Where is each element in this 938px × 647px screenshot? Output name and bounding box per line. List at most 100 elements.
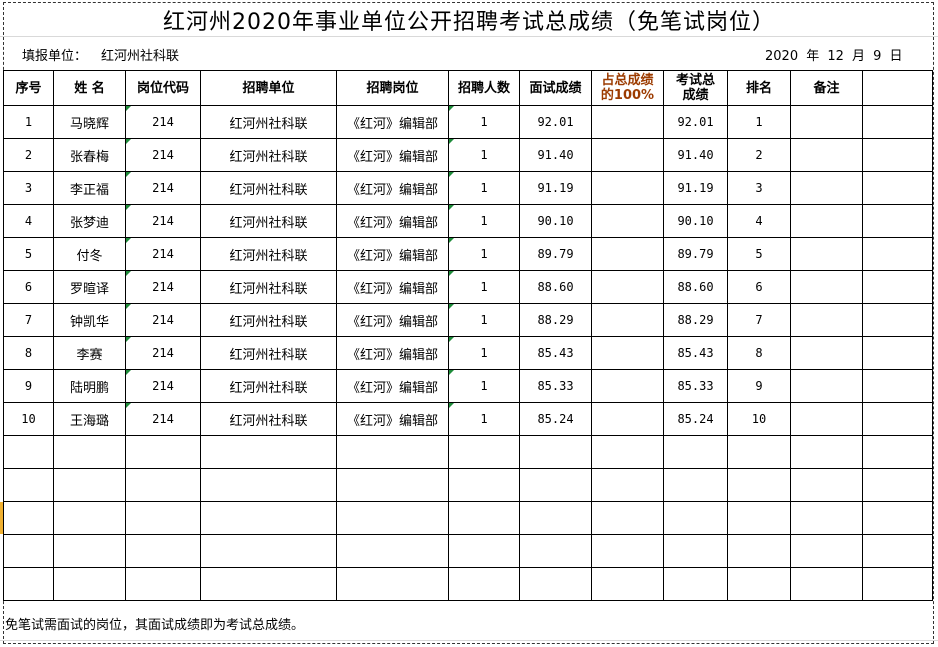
cell-interview[interactable]: 90.10 <box>519 204 592 238</box>
empty-cell[interactable] <box>336 468 449 502</box>
empty-cell[interactable] <box>125 468 201 502</box>
cell-rank[interactable]: 10 <box>727 402 791 436</box>
cell-count[interactable]: 1 <box>448 336 520 370</box>
cell-interview[interactable]: 89.79 <box>519 237 592 271</box>
page-title[interactable]: 红河州2020年事业单位公开招聘考试总成绩（免笔试岗位） <box>163 10 775 35</box>
empty-cell[interactable] <box>591 534 664 568</box>
cell-seq[interactable]: 4 <box>3 204 54 238</box>
empty-cell[interactable] <box>53 501 126 535</box>
cell-name[interactable]: 马晓辉 <box>53 105 126 139</box>
empty-cell[interactable] <box>663 534 728 568</box>
cell-ratio[interactable] <box>591 369 664 403</box>
header-unit[interactable]: 招聘单位 <box>200 70 337 106</box>
cell-post-code[interactable]: 214 <box>125 237 201 271</box>
header-total[interactable]: 考试总成绩 <box>663 70 728 106</box>
empty-cell[interactable] <box>790 468 863 502</box>
empty-cell[interactable] <box>519 567 592 601</box>
cell-name[interactable]: 陆明鹏 <box>53 369 126 403</box>
empty-cell[interactable] <box>727 534 791 568</box>
empty-cell[interactable] <box>663 468 728 502</box>
cell-total[interactable]: 85.43 <box>663 336 728 370</box>
empty-cell[interactable] <box>125 435 201 469</box>
empty-cell[interactable] <box>448 501 520 535</box>
cell-unit[interactable]: 红河州社科联 <box>200 237 337 271</box>
cell-seq[interactable]: 6 <box>3 270 54 304</box>
cell-total[interactable]: 88.60 <box>663 270 728 304</box>
empty-cell[interactable] <box>790 435 863 469</box>
cell-seq[interactable]: 5 <box>3 237 54 271</box>
cell-seq[interactable]: 3 <box>3 171 54 205</box>
cell-count[interactable]: 1 <box>448 270 520 304</box>
cell-total[interactable]: 85.33 <box>663 369 728 403</box>
empty-cell[interactable] <box>790 567 863 601</box>
empty-cell[interactable] <box>448 435 520 469</box>
empty-cell[interactable] <box>53 435 126 469</box>
cell-ratio[interactable] <box>591 171 664 205</box>
cell-remark[interactable] <box>790 369 863 403</box>
header-post-code[interactable]: 岗位代码 <box>125 70 201 106</box>
empty-cell[interactable] <box>862 567 933 601</box>
empty-cell[interactable] <box>200 534 337 568</box>
cell-post[interactable]: 《红河》编辑部 <box>336 303 449 337</box>
cell-count[interactable]: 1 <box>448 369 520 403</box>
empty-cell[interactable] <box>3 501 54 535</box>
cell-name[interactable]: 钟凯华 <box>53 303 126 337</box>
cell-blank[interactable] <box>862 105 933 139</box>
cell-post-code[interactable]: 214 <box>125 138 201 172</box>
cell-count[interactable]: 1 <box>448 171 520 205</box>
cell-unit[interactable]: 红河州社科联 <box>200 402 337 436</box>
empty-cell[interactable] <box>790 534 863 568</box>
cell-ratio[interactable] <box>591 105 664 139</box>
cell-interview[interactable]: 85.33 <box>519 369 592 403</box>
cell-seq[interactable]: 9 <box>3 369 54 403</box>
cell-unit[interactable]: 红河州社科联 <box>200 204 337 238</box>
cell-ratio[interactable] <box>591 270 664 304</box>
header-remark[interactable]: 备注 <box>790 70 863 106</box>
empty-cell[interactable] <box>591 501 664 535</box>
cell-total[interactable]: 91.19 <box>663 171 728 205</box>
empty-cell[interactable] <box>448 468 520 502</box>
cell-rank[interactable]: 3 <box>727 171 791 205</box>
cell-post-code[interactable]: 214 <box>125 369 201 403</box>
cell-interview[interactable]: 91.40 <box>519 138 592 172</box>
cell-post-code[interactable]: 214 <box>125 204 201 238</box>
cell-ratio[interactable] <box>591 303 664 337</box>
cell-seq[interactable]: 2 <box>3 138 54 172</box>
cell-interview[interactable]: 88.60 <box>519 270 592 304</box>
cell-post-code[interactable]: 214 <box>125 270 201 304</box>
empty-cell[interactable] <box>519 534 592 568</box>
cell-ratio[interactable] <box>591 138 664 172</box>
cell-rank[interactable]: 1 <box>727 105 791 139</box>
cell-name[interactable]: 李正福 <box>53 171 126 205</box>
cell-remark[interactable] <box>790 270 863 304</box>
empty-cell[interactable] <box>727 468 791 502</box>
empty-cell[interactable] <box>591 567 664 601</box>
cell-blank[interactable] <box>862 303 933 337</box>
empty-cell[interactable] <box>862 468 933 502</box>
cell-name[interactable]: 张春梅 <box>53 138 126 172</box>
cell-post[interactable]: 《红河》编辑部 <box>336 105 449 139</box>
empty-cell[interactable] <box>862 501 933 535</box>
cell-remark[interactable] <box>790 336 863 370</box>
cell-unit[interactable]: 红河州社科联 <box>200 270 337 304</box>
header-post[interactable]: 招聘岗位 <box>336 70 449 106</box>
cell-post[interactable]: 《红河》编辑部 <box>336 138 449 172</box>
footer-note[interactable]: 免笔试需面试的岗位，其面试成绩即为考试总成绩。 <box>5 618 305 633</box>
cell-name[interactable]: 王海璐 <box>53 402 126 436</box>
empty-cell[interactable] <box>591 435 664 469</box>
cell-unit[interactable]: 红河州社科联 <box>200 336 337 370</box>
cell-remark[interactable] <box>790 105 863 139</box>
cell-post-code[interactable]: 214 <box>125 336 201 370</box>
cell-total[interactable]: 88.29 <box>663 303 728 337</box>
cell-count[interactable]: 1 <box>448 138 520 172</box>
cell-post[interactable]: 《红河》编辑部 <box>336 237 449 271</box>
cell-rank[interactable]: 9 <box>727 369 791 403</box>
cell-post[interactable]: 《红河》编辑部 <box>336 204 449 238</box>
empty-cell[interactable] <box>125 501 201 535</box>
cell-interview[interactable]: 85.43 <box>519 336 592 370</box>
empty-cell[interactable] <box>727 501 791 535</box>
empty-cell[interactable] <box>200 468 337 502</box>
empty-cell[interactable] <box>519 468 592 502</box>
report-date[interactable]: 2020 年 12 月 9 日 <box>765 49 903 64</box>
header-count[interactable]: 招聘人数 <box>448 70 520 106</box>
